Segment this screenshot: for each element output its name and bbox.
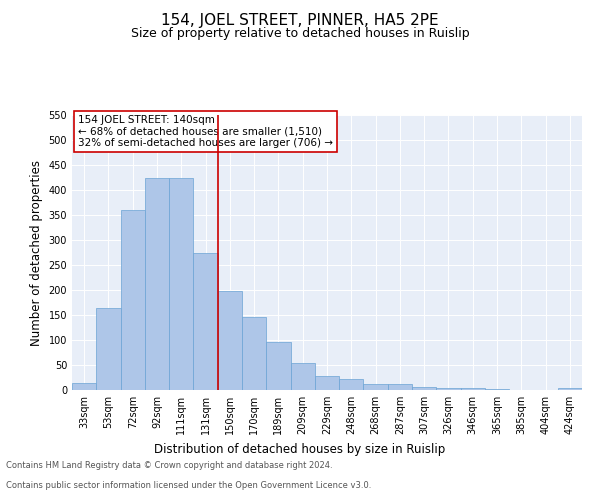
Bar [96, 308, 121, 390]
Bar [436, 388, 461, 390]
Bar [485, 389, 509, 390]
Bar [364, 384, 388, 390]
Text: Contains public sector information licensed under the Open Government Licence v3: Contains public sector information licen… [6, 481, 371, 490]
Y-axis label: Number of detached properties: Number of detached properties [30, 160, 43, 346]
Bar [266, 342, 290, 390]
Bar [558, 388, 582, 390]
Text: 154, JOEL STREET, PINNER, HA5 2PE: 154, JOEL STREET, PINNER, HA5 2PE [161, 12, 439, 28]
Text: Contains HM Land Registry data © Crown copyright and database right 2024.: Contains HM Land Registry data © Crown c… [6, 461, 332, 470]
Text: Size of property relative to detached houses in Ruislip: Size of property relative to detached ho… [131, 28, 469, 40]
Bar [218, 291, 242, 390]
Bar [290, 362, 315, 390]
Bar [461, 388, 485, 390]
Bar [145, 178, 169, 390]
Bar [315, 376, 339, 390]
Bar [412, 386, 436, 390]
Bar [193, 252, 218, 390]
Text: 154 JOEL STREET: 140sqm
← 68% of detached houses are smaller (1,510)
32% of semi: 154 JOEL STREET: 140sqm ← 68% of detache… [78, 115, 333, 148]
Bar [169, 178, 193, 390]
Bar [388, 384, 412, 390]
Bar [339, 379, 364, 390]
Text: Distribution of detached houses by size in Ruislip: Distribution of detached houses by size … [154, 442, 446, 456]
Bar [72, 382, 96, 390]
Bar [121, 210, 145, 390]
Bar [242, 316, 266, 390]
